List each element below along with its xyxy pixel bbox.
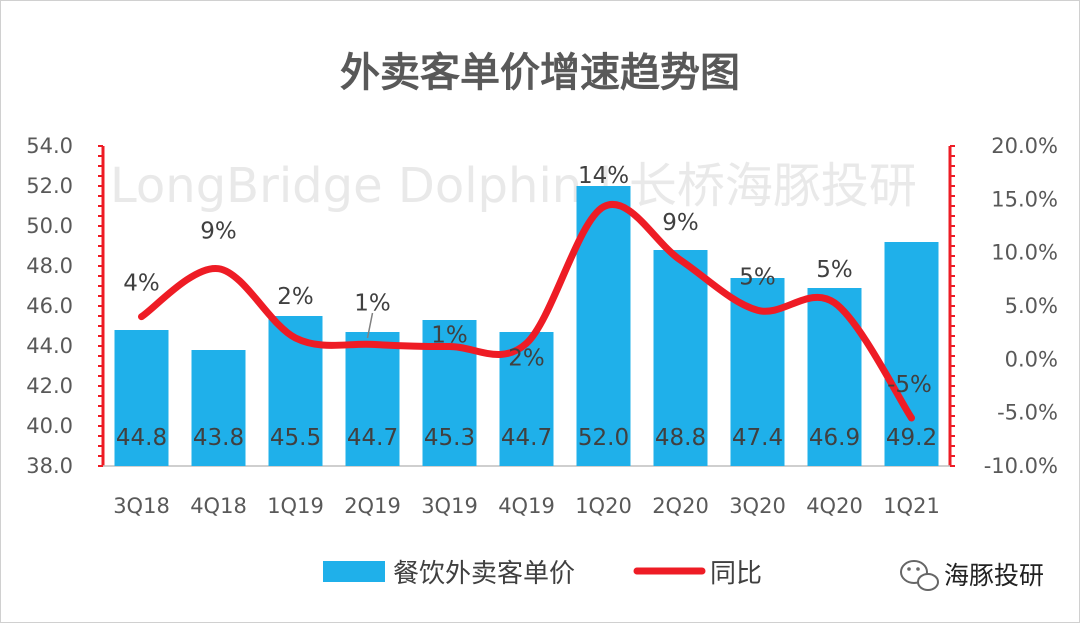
x-tick-label: 2Q20 xyxy=(652,494,709,518)
chart-title: 外卖客单价增速趋势图 xyxy=(340,50,740,96)
yoy-value-label: 1% xyxy=(431,323,468,349)
yoy-value-label: 1% xyxy=(354,290,391,316)
yoy-value-label: 9% xyxy=(200,219,237,245)
left-tick-label: 52.0 xyxy=(26,174,73,198)
x-tick-label: 1Q20 xyxy=(575,494,632,518)
x-tick-label: 1Q19 xyxy=(267,494,324,518)
bar-value-label: 44.7 xyxy=(501,425,552,451)
yoy-value-label: 5% xyxy=(816,257,853,283)
x-tick-label: 3Q18 xyxy=(113,494,170,518)
bar-value-label: 45.5 xyxy=(270,425,321,451)
right-tick-label: 5.0% xyxy=(1005,294,1058,318)
bar xyxy=(653,250,708,466)
yoy-value-label: 2% xyxy=(508,345,545,371)
bar-value-label: 44.7 xyxy=(347,425,398,451)
right-tick-label: 10.0% xyxy=(991,241,1058,265)
x-tick-label: 1Q21 xyxy=(883,494,940,518)
yoy-value-label: 5% xyxy=(739,264,776,290)
bar xyxy=(114,330,169,466)
bar xyxy=(191,350,246,466)
watermark: LongBridge Dolphin | 长桥海豚投研 xyxy=(110,158,917,214)
bar-value-label: 45.3 xyxy=(424,425,475,451)
right-tick-label: -5.0% xyxy=(997,401,1058,425)
legend-bar-label: 餐饮外卖客单价 xyxy=(393,559,575,589)
label-leader-line xyxy=(366,312,374,339)
x-tick-label: 2Q19 xyxy=(344,494,401,518)
left-tick-label: 42.0 xyxy=(26,374,73,398)
legend-line-label: 同比 xyxy=(710,559,762,589)
yoy-value-label: -5% xyxy=(887,372,932,398)
yoy-value-label: 14% xyxy=(578,163,629,189)
yoy-value-label: 9% xyxy=(662,210,699,236)
left-tick-label: 38.0 xyxy=(26,454,73,478)
left-tick-label: 48.0 xyxy=(26,254,73,278)
yoy-value-label: 4% xyxy=(123,271,160,297)
bar-value-label: 44.8 xyxy=(116,425,167,451)
bar-value-label: 49.2 xyxy=(886,425,937,451)
left-tick-label: 54.0 xyxy=(26,134,73,158)
x-tick-label: 3Q20 xyxy=(729,494,786,518)
bar-value-label: 43.8 xyxy=(193,425,244,451)
bar xyxy=(884,242,939,466)
legend-bar-swatch xyxy=(323,561,385,582)
bar xyxy=(345,332,400,466)
x-tick-label: 4Q19 xyxy=(498,494,555,518)
bar-value-label: 47.4 xyxy=(732,425,783,451)
x-tick-label: 4Q20 xyxy=(806,494,863,518)
left-tick-label: 46.0 xyxy=(26,294,73,318)
left-tick-label: 44.0 xyxy=(26,334,73,358)
brand-name: 海豚投研 xyxy=(944,561,1044,590)
bar-value-label: 48.8 xyxy=(655,425,706,451)
right-tick-label: 0.0% xyxy=(1005,347,1058,371)
left-tick-label: 40.0 xyxy=(26,414,73,438)
bar-value-label: 46.9 xyxy=(809,425,860,451)
yoy-series-line xyxy=(138,201,915,422)
bar-value-label: 52.0 xyxy=(578,425,629,451)
yoy-value-label: 2% xyxy=(277,284,314,310)
left-tick-label: 50.0 xyxy=(26,214,73,238)
right-tick-label: 20.0% xyxy=(991,134,1058,158)
right-tick-label: -10.0% xyxy=(984,454,1058,478)
right-tick-label: 15.0% xyxy=(991,187,1058,211)
x-tick-label: 3Q19 xyxy=(421,494,478,518)
x-tick-label: 4Q18 xyxy=(190,494,247,518)
wechat-icon xyxy=(900,560,939,591)
